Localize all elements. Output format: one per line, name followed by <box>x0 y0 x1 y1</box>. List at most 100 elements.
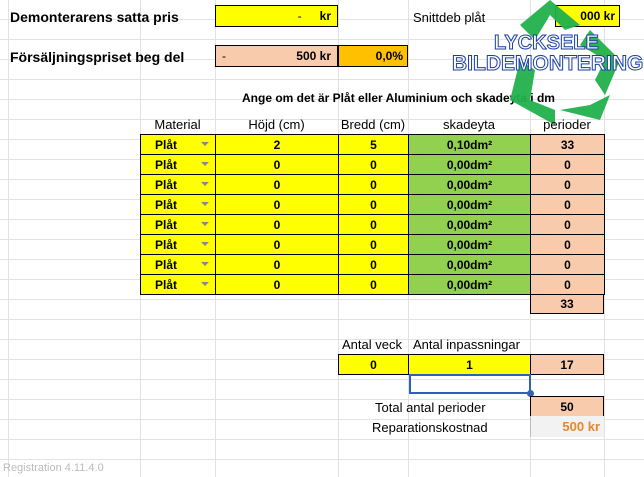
cell-bredd[interactable]: 0 <box>338 234 409 255</box>
cell-value: 5 <box>370 137 377 152</box>
dropdown-arrow-icon[interactable] <box>201 142 209 146</box>
selected-cell[interactable] <box>409 374 531 394</box>
cell-hojd[interactable]: 0 <box>215 234 339 255</box>
cell-material[interactable]: Plåt <box>140 254 216 275</box>
dropdown-arrow-icon[interactable] <box>201 162 209 166</box>
cell-hojd[interactable]: 0 <box>215 194 339 215</box>
cell-material[interactable]: Plåt <box>140 194 216 215</box>
cell-value: Plåt <box>155 217 178 232</box>
demont-value: kr <box>319 9 331 23</box>
cell-hojd[interactable]: 0 <box>215 274 339 295</box>
dropdown-arrow-icon[interactable] <box>201 202 209 206</box>
cell-value: 0,00dm² <box>446 277 493 292</box>
cell-value: 0 <box>370 277 377 292</box>
dropdown-arrow-icon[interactable] <box>201 242 209 246</box>
cell-value: 0 <box>564 157 571 172</box>
cell-material[interactable]: Plåt <box>140 274 216 295</box>
cell-perioder: 0 <box>530 174 605 195</box>
cell-value: 0,00dm² <box>446 257 493 272</box>
cell-value: 0 <box>273 157 281 172</box>
cell-value: 0 <box>370 177 377 192</box>
fill-handle[interactable] <box>527 390 534 397</box>
cell-value: 0 <box>564 217 571 232</box>
cell-value: 0 <box>564 197 571 212</box>
dropdown-arrow-icon[interactable] <box>201 222 209 226</box>
cell-material[interactable]: Plåt <box>140 174 216 195</box>
cell-skadeyta: 0,00dm² <box>408 274 531 295</box>
cell-hojd[interactable]: 0 <box>215 254 339 275</box>
dropdown-arrow-icon[interactable] <box>201 282 209 286</box>
perioder-sum-cell: 33 <box>530 294 604 314</box>
cell-material[interactable]: Plåt <box>140 234 216 255</box>
cell-bredd[interactable]: 0 <box>338 254 409 275</box>
cell-perioder: 33 <box>530 134 605 155</box>
cell-material[interactable]: Plåt <box>140 214 216 235</box>
cell-perioder: 0 <box>530 154 605 175</box>
logo-line1: LYCKSELE <box>494 32 600 55</box>
cell-value: 2 <box>273 137 281 152</box>
cell-perioder: 0 <box>530 254 605 275</box>
cell-hojd[interactable]: 0 <box>215 214 339 235</box>
cell-hojd[interactable]: 0 <box>215 154 339 175</box>
cell-value: 0 <box>273 177 281 192</box>
logo: LYCKSELE BILDEMONTERING <box>451 0 644 135</box>
dropdown-arrow-icon[interactable] <box>201 182 209 186</box>
cell-bredd[interactable]: 0 <box>338 174 409 195</box>
cell-bredd[interactable]: 0 <box>338 194 409 215</box>
cell-value: Plåt <box>155 277 178 292</box>
cell-value: 0 <box>273 277 281 292</box>
logo-line2: BILDEMONTERING <box>451 52 644 76</box>
rep-cell: 500 kr <box>530 416 604 437</box>
cell-value: 0 <box>370 157 377 172</box>
forsalj-value: 500 kr <box>296 49 331 63</box>
cell-value: 0,00dm² <box>446 197 493 212</box>
cell-hojd[interactable]: 2 <box>215 134 339 155</box>
cell-skadeyta: 0,00dm² <box>408 214 531 235</box>
forsalj-price-cell[interactable]: - 500 kr <box>215 45 338 67</box>
cell-bredd[interactable]: 5 <box>338 134 409 155</box>
inpass-cell[interactable]: 1 <box>408 354 531 375</box>
instruction-text: Ange om det är Plåt eller Aluminium och … <box>242 91 555 105</box>
veck-label: Antal veck <box>342 337 402 352</box>
cell-value: Plåt <box>155 197 178 212</box>
recycle-icon <box>510 0 620 125</box>
cell-value: 0,00dm² <box>446 157 493 172</box>
cell-value: 0 <box>564 277 571 292</box>
forsalj-label: Försäljningspriset beg del <box>10 49 185 65</box>
cell-bredd[interactable]: 0 <box>338 214 409 235</box>
header-material: Material <box>154 117 201 132</box>
registration-text: Registration 4.11.4.0 <box>3 462 104 474</box>
cell-material[interactable]: Plåt <box>140 134 216 155</box>
dropdown-arrow-icon[interactable] <box>201 262 209 266</box>
cell-value: Plåt <box>155 237 178 252</box>
cell-value: 0,00dm² <box>446 177 493 192</box>
cell-bredd[interactable]: 0 <box>338 274 409 295</box>
cell-hojd[interactable]: 0 <box>215 174 339 195</box>
total-label: Total antal perioder <box>375 399 486 415</box>
cell-value: 0 <box>370 197 377 212</box>
cell-material[interactable]: Plåt <box>140 154 216 175</box>
dash: - <box>297 9 302 23</box>
demont-price-cell[interactable]: - kr <box>215 5 338 27</box>
cell-value: 0,10dm² <box>446 137 493 152</box>
cell-skadeyta: 0,00dm² <box>408 194 531 215</box>
cell-skadeyta: 0,10dm² <box>408 134 531 155</box>
header-perioder: perioder <box>543 117 591 132</box>
cell-bredd[interactable]: 0 <box>338 154 409 175</box>
header-skadeyta: skadeyta <box>442 117 496 132</box>
total-cell: 50 <box>530 396 604 417</box>
forsalj-pct-cell[interactable]: 0,0% <box>338 45 408 67</box>
cell-value: 0 <box>564 177 571 192</box>
cell-value: 0 <box>370 257 377 272</box>
rep-label: Reparationskostnad <box>372 419 488 435</box>
cell-value: Plåt <box>155 137 178 152</box>
cell-perioder: 0 <box>530 214 605 235</box>
cell-skadeyta: 0,00dm² <box>408 234 531 255</box>
inpass-label: Antal inpassningar <box>413 337 520 352</box>
cell-value: Plåt <box>155 257 178 272</box>
cell-value: 0 <box>564 237 571 252</box>
veck-cell[interactable]: 0 <box>338 354 409 375</box>
cell-skadeyta: 0,00dm² <box>408 174 531 195</box>
header-hojd: Höjd (cm) <box>248 117 305 132</box>
header-bredd: Bredd (cm) <box>340 117 406 132</box>
